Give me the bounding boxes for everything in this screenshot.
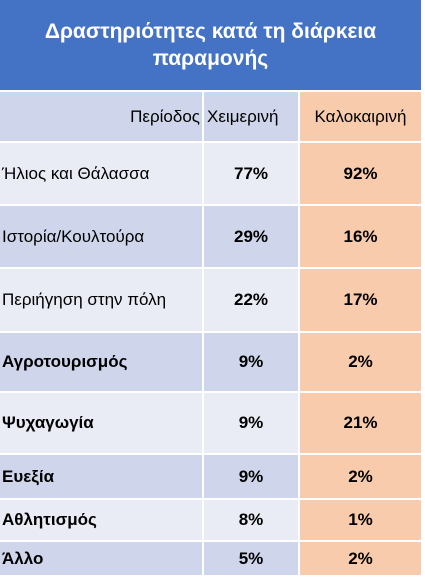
table-row: Άλλο 5% 2% (0, 540, 421, 575)
row-activity: Αθλητισμός (0, 500, 204, 540)
table-row: Αγροτουρισμός 9% 2% (0, 331, 421, 391)
row-activity: Αγροτουρισμός (0, 333, 204, 391)
table-row: Αθλητισμός 8% 1% (0, 498, 421, 540)
table-row: Ιστορία/Κουλτούρα 29% 16% (0, 204, 421, 267)
table-header-row: Περίοδος Χειμερινή Καλοκαιρινή (0, 92, 421, 141)
row-winter-value: 77% (204, 143, 300, 204)
row-activity: Ψυχαγωγία (0, 393, 204, 453)
row-summer-value: 17% (300, 269, 421, 331)
activities-table: Περίοδος Χειμερινή Καλοκαιρινή Ήλιος και… (0, 92, 421, 575)
table-row: Περιήγηση στην πόλη 22% 17% (0, 267, 421, 331)
row-winter-value: 29% (204, 206, 300, 267)
row-summer-value: 2% (300, 455, 421, 498)
row-summer-value: 1% (300, 500, 421, 540)
row-winter-value: 8% (204, 500, 300, 540)
table-row: Ευεξία 9% 2% (0, 453, 421, 498)
header-period: Περίοδος (0, 92, 204, 141)
row-summer-value: 2% (300, 333, 421, 391)
row-summer-value: 21% (300, 393, 421, 453)
table-title: Δραστηριότητες κατά τη διάρκεια παραμονή… (0, 0, 421, 90)
row-winter-value: 9% (204, 455, 300, 498)
row-winter-value: 22% (204, 269, 300, 331)
row-activity: Ιστορία/Κουλτούρα (0, 206, 204, 267)
header-summer: Καλοκαιρινή (300, 92, 421, 141)
row-winter-value: 5% (204, 542, 300, 575)
table-row: Ήλιος και Θάλασσα 77% 92% (0, 141, 421, 204)
row-winter-value: 9% (204, 333, 300, 391)
row-activity: Άλλο (0, 542, 204, 575)
row-summer-value: 16% (300, 206, 421, 267)
row-activity: Ήλιος και Θάλασσα (0, 143, 204, 204)
row-winter-value: 9% (204, 393, 300, 453)
row-activity: Ευεξία (0, 455, 204, 498)
row-summer-value: 2% (300, 542, 421, 575)
table-row: Ψυχαγωγία 9% 21% (0, 391, 421, 453)
row-summer-value: 92% (300, 143, 421, 204)
header-winter: Χειμερινή (204, 92, 300, 141)
row-activity: Περιήγηση στην πόλη (0, 269, 204, 331)
